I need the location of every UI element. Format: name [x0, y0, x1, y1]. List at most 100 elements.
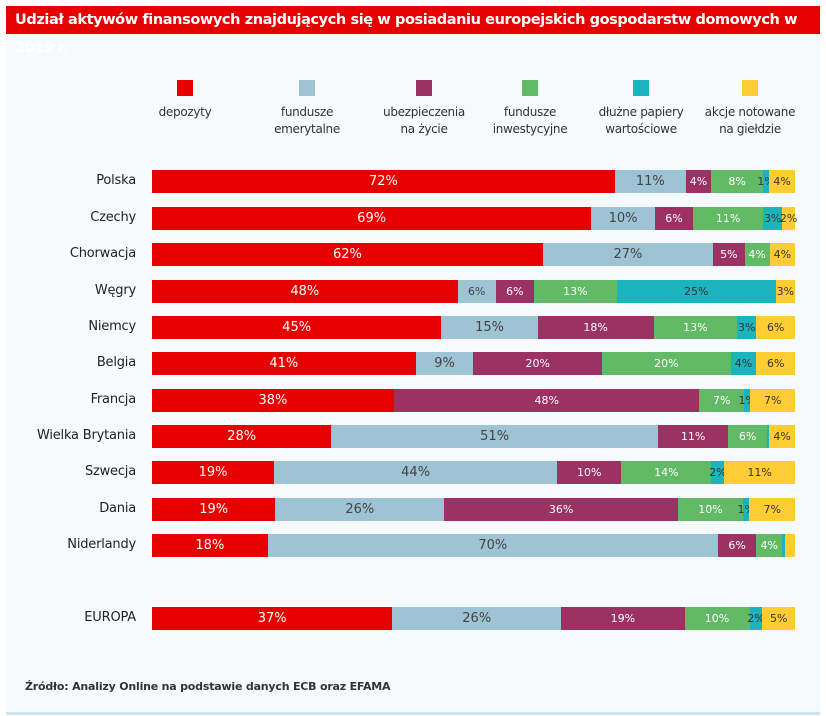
bar-segment: 9%	[415, 352, 474, 375]
category-label: Szwecja	[84, 464, 136, 479]
legend-swatch	[633, 80, 649, 96]
legend-label: depozyty	[158, 105, 212, 119]
bar-segment: 6%	[728, 425, 767, 448]
bar-segment: 13%	[533, 280, 617, 303]
bar-segment: 25%	[616, 280, 776, 303]
stacked-bar: 38% 48% 7% 1% 7%	[152, 389, 795, 412]
legend-item: ubezpieczenia na życie	[364, 80, 484, 138]
bar-segment: 48%	[393, 389, 700, 412]
bar-segment: 5%	[713, 243, 745, 266]
category-label: Dania	[99, 501, 136, 516]
bar-segment: 62%	[152, 243, 543, 266]
bar-segment: 6%	[654, 207, 694, 230]
bar-segment: 44%	[274, 461, 558, 484]
bar-segment: 13%	[653, 316, 738, 339]
bar-segment: 4%	[769, 170, 795, 193]
bar-segment: 3%	[737, 316, 757, 339]
bar-segment	[782, 534, 786, 557]
legend-swatch	[742, 80, 758, 96]
stacked-bar: 18% 70% 6% 4%	[152, 534, 795, 557]
bar-segment: 36%	[444, 498, 679, 521]
legend-label: fundusze inwestycyjne	[492, 105, 568, 136]
bar-segment: 4%	[769, 425, 795, 448]
bar-segment: 6%	[457, 280, 496, 303]
bar-segment	[766, 425, 770, 448]
bar-segment: 20%	[473, 352, 603, 375]
legend-item: akcje notowane na giełdzie	[690, 80, 810, 138]
stacked-bar: 45% 15% 18% 13% 3% 6%	[152, 316, 795, 339]
bar-segment: 4%	[756, 534, 783, 557]
bar-segment: 27%	[542, 243, 714, 266]
source-note: Źródło: Analizy Online na podstawie dany…	[25, 680, 391, 693]
category-label: Niemcy	[88, 319, 136, 334]
bar-segment: 2%	[709, 461, 727, 484]
legend-item: fundusze emerytalne	[247, 80, 367, 138]
bar-segment: 7%	[750, 389, 795, 412]
legend-swatch	[416, 80, 432, 96]
stacked-bar: 19% 26% 36% 10% 1% 7%	[152, 498, 795, 521]
stacked-bar: 62% 27% 5% 4% 4%	[152, 243, 795, 266]
stacked-bar: 41% 9% 20% 20% 4% 6%	[152, 352, 795, 375]
legend-swatch	[522, 80, 538, 96]
legend-item: depozyty	[125, 80, 245, 121]
bar-segment: 4%	[730, 352, 757, 375]
bar-segment: 7%	[749, 498, 795, 521]
legend-label: akcje notowane na giełdzie	[704, 105, 796, 136]
bar-segment: 6%	[717, 534, 757, 557]
bar-segment: 18%	[152, 534, 268, 557]
bar-segment: 3%	[763, 207, 783, 230]
legend-item: dłużne papiery wartościowe	[581, 80, 701, 138]
category-label: Węgry	[94, 283, 136, 298]
bar-segment: 41%	[152, 352, 416, 375]
category-label: Francja	[90, 392, 137, 407]
legend-label: fundusze emerytalne	[274, 105, 340, 136]
bar-segment: 10%	[557, 461, 622, 484]
legend-label: ubezpieczenia na życie	[383, 105, 465, 136]
category-label: Niderlandy	[67, 537, 136, 552]
category-label: Czechy	[90, 210, 136, 225]
bar-segment: 69%	[152, 207, 592, 230]
legend-label: dłużne papiery wartościowe	[598, 105, 684, 136]
bar-segment: 19%	[152, 498, 276, 521]
legend-swatch	[299, 80, 315, 96]
bar-segment: 28%	[152, 425, 332, 448]
stacked-bar: 69% 10% 6% 11% 3% 2%	[152, 207, 797, 230]
bar-segment: 51%	[331, 425, 658, 448]
stacked-bar: 37% 26% 19% 10% 2% 5%	[152, 607, 795, 630]
category-label: Wielka Brytania	[36, 428, 136, 443]
bar-segment: 19%	[152, 461, 275, 484]
chart-title: Udział aktywów finansowych znajdujących …	[6, 6, 820, 56]
category-label: Belgia	[96, 355, 136, 370]
bar-segment: 26%	[392, 607, 562, 630]
bar-segment: 10%	[684, 607, 750, 630]
stacked-bar: 48% 6% 6% 13% 25% 3%	[152, 280, 795, 303]
bar-segment: 4%	[685, 170, 712, 193]
bar-segment: 11%	[693, 207, 764, 230]
bar-segment: 11%	[614, 170, 686, 193]
bar-segment: 6%	[756, 352, 795, 375]
stacked-bar: 28% 51% 11% 6% 4%	[152, 425, 795, 448]
legend-item: fundusze inwestycyjne	[470, 80, 590, 138]
bar-segment	[785, 534, 795, 557]
legend-swatch	[177, 80, 193, 96]
bar-segment: 11%	[724, 461, 795, 484]
bar-segment: 5%	[762, 607, 795, 630]
bar-segment: 15%	[441, 316, 538, 339]
bar-segment: 48%	[152, 280, 458, 303]
bar-segment: 38%	[152, 389, 394, 412]
bar-segment: 6%	[495, 280, 534, 303]
bar-segment: 7%	[699, 389, 745, 412]
bar-segment: 72%	[152, 170, 615, 193]
bar-segment: 4%	[744, 243, 770, 266]
stacked-bar: 19% 44% 10% 14% 2% 11%	[152, 461, 795, 484]
bar-segment: 19%	[561, 607, 685, 630]
bar-segment: 4%	[769, 243, 795, 266]
category-label: EUROPA	[84, 610, 136, 625]
bar-segment: 70%	[267, 534, 718, 557]
bar-segment: 10%	[678, 498, 743, 521]
bar-segment: 6%	[756, 316, 795, 339]
bar-segment: 14%	[621, 461, 712, 484]
bar-segment: 37%	[152, 607, 393, 630]
category-label: Polska	[96, 173, 136, 188]
bar-segment: 11%	[657, 425, 729, 448]
